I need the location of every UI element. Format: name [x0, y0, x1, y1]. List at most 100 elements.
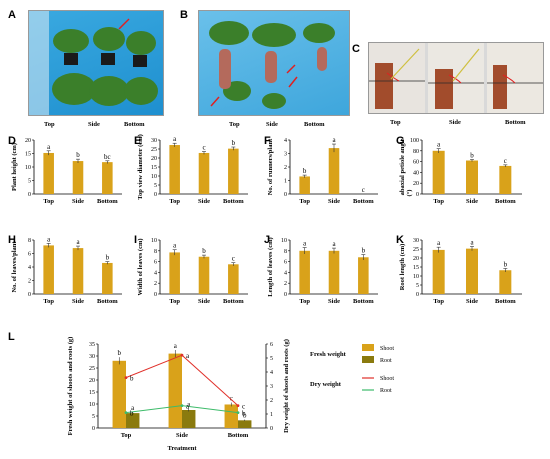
y-tick-label: 15 — [151, 165, 157, 171]
panel-letter-b: B — [180, 9, 188, 21]
y-tick-label: 4 — [284, 270, 287, 276]
x-tick-label: Top — [43, 298, 54, 305]
significance-letter: a — [186, 403, 190, 411]
y-tick-label: 25 — [413, 247, 419, 253]
x-tick-label: Top — [433, 298, 444, 305]
bar-fresh-root — [182, 410, 196, 428]
bar-bottom — [102, 162, 113, 194]
x-tick-label: Top — [169, 298, 180, 305]
significance-letter: c — [230, 395, 233, 403]
point-dry-shoot — [124, 376, 128, 379]
bar-side — [72, 161, 84, 194]
photo-panel-b — [198, 10, 350, 116]
y-axis-label: abaxial petiole angle — [399, 139, 406, 196]
x-tick-label: Bottom — [228, 432, 249, 439]
x-tick-label: Bottom — [223, 298, 244, 305]
bar-side — [466, 248, 478, 294]
legend-label: Shoot — [380, 376, 394, 382]
y-tick-label: 10 — [89, 402, 95, 408]
significance-letter: a — [470, 238, 474, 246]
significance-letter: c — [202, 144, 205, 152]
y-tick-label: 10 — [151, 238, 157, 244]
x-tick-label: Bottom — [353, 298, 374, 305]
y-tick-label: 30 — [151, 138, 157, 144]
y-tick-label-right: 4 — [270, 370, 273, 376]
chart-d: 0 5 10 15 20 Plant height (cm) a Top b Side bc Bott… — [11, 138, 122, 205]
y-tick-label: 2 — [284, 165, 287, 171]
y-tick-label-right: 5 — [270, 356, 273, 362]
significance-letter: b — [242, 410, 246, 418]
y-tick-label: 15 — [413, 265, 419, 271]
y-tick-label: 2 — [284, 281, 287, 287]
significance-letter: b — [76, 151, 80, 159]
y-axis-label-left: Fresh weight of shoots and roots (g) — [67, 337, 74, 436]
x-tick-label: Top — [43, 198, 54, 205]
bar-bottom — [228, 148, 239, 194]
y-tick-label: 20 — [413, 181, 419, 187]
y-tick-label: 15 — [25, 152, 31, 158]
x-tick-label: Side — [328, 298, 340, 305]
y-tick-label: 10 — [151, 174, 157, 180]
chart-e: 0 5 10 15 20 25 30 Top view diameter (cm) a Top c S… — [137, 134, 248, 205]
plant-photo-b — [209, 21, 335, 109]
x-tick-label: Top — [121, 432, 132, 439]
significance-letter: a — [303, 240, 307, 248]
bar-top — [169, 252, 180, 294]
bar-bottom — [499, 270, 512, 294]
y-tick-label: 5 — [154, 183, 157, 189]
y-tick-label: 0 — [154, 192, 157, 198]
y-tick-label: 6 — [154, 260, 157, 266]
significance-letter: b — [504, 260, 508, 268]
panel-letter-g: G — [396, 135, 405, 147]
significance-letter: b — [303, 167, 307, 175]
y-tick-label: 5 — [28, 179, 31, 185]
bar-fresh-shoot — [224, 404, 238, 428]
y-tick-label: 20 — [151, 156, 157, 162]
caption-c-side: Side — [449, 119, 461, 126]
y-axis-label: Root length (cm) — [399, 244, 406, 291]
x-tick-label: Side — [328, 198, 340, 205]
significance-letter: b — [232, 139, 236, 147]
bar-fresh-shoot — [112, 360, 126, 428]
significance-letter: b — [130, 410, 134, 418]
y-tick-label: 6 — [284, 260, 287, 266]
caption-b-side: Side — [266, 121, 278, 128]
y-tick-label: 15 — [89, 390, 95, 396]
bar-top — [43, 152, 54, 194]
significance-letter: a — [437, 239, 441, 247]
point-dry-shoot — [236, 404, 240, 407]
y-tick-label: 100 — [410, 138, 419, 144]
caption-b-top: Top — [229, 121, 240, 128]
significance-letter: c — [362, 186, 365, 194]
significance-letter: b — [470, 151, 474, 159]
chart-k: 0 5 10 15 20 25 30 Root length (cm) a Top a Side b Bo… — [399, 238, 522, 305]
significance-letter: b — [243, 412, 247, 420]
y-tick-label: 40 — [413, 170, 419, 176]
chart-l-weights: 0 5 10 15 20 25 30 35 0 1 2 3 4 5 6 Fresh weight of sho… — [67, 337, 394, 452]
y-tick-label: 0 — [416, 192, 419, 198]
y-tick-label: 0 — [416, 292, 419, 298]
bar-side — [328, 250, 340, 294]
bar-side — [198, 256, 210, 294]
significance-letter: a — [186, 352, 190, 360]
bar-fresh-shoot — [168, 353, 182, 428]
significance-letter: a — [332, 240, 336, 248]
chart-g: 0 20 40 60 80 100 abaxial petiole angle (°) a Top… — [399, 138, 522, 205]
x-tick-label: Top — [433, 198, 444, 205]
significance-letter: a — [174, 342, 178, 350]
significance-letter: a — [187, 401, 191, 409]
petiole-angle-photo-c — [369, 43, 543, 113]
x-tick-label: Bottom — [97, 298, 118, 305]
y-tick-label: 25 — [151, 147, 157, 153]
y-tick-label-right: 0 — [270, 426, 273, 432]
panel-letter-i: I — [134, 234, 137, 246]
x-tick-label: Bottom — [495, 298, 516, 305]
chart-j: 0 2 4 6 8 10 Length of leaves (cm) a Top a Side b Bo… — [267, 237, 378, 305]
x-tick-label: Side — [72, 198, 84, 205]
bar-side — [466, 160, 478, 194]
legend-swatch-fresh-root — [362, 356, 374, 363]
y-tick-label: 4 — [154, 270, 157, 276]
bar-fresh-root — [238, 420, 252, 428]
y-tick-label: 20 — [413, 256, 419, 262]
